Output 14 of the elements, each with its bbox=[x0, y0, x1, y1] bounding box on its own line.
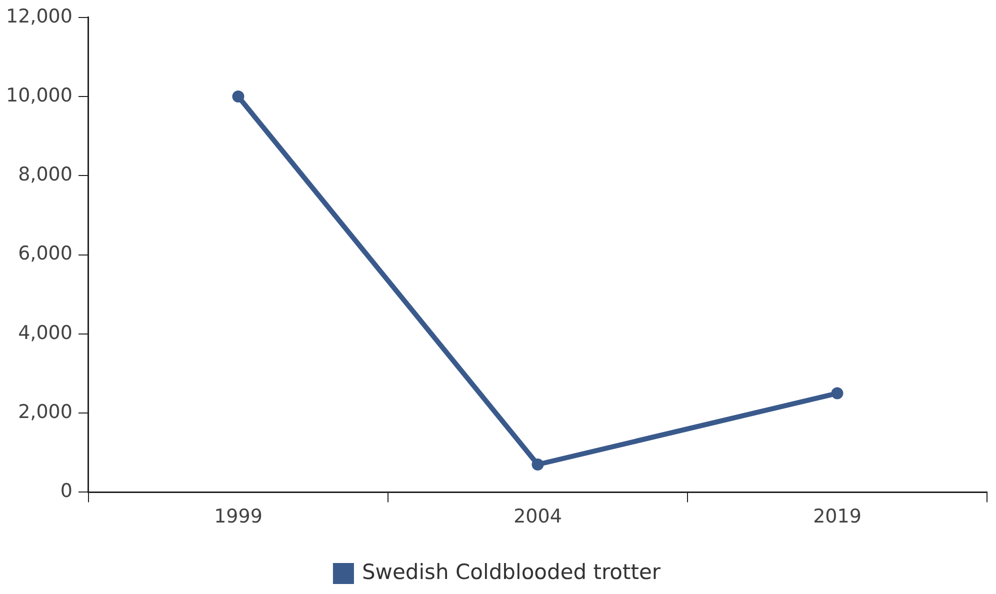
point bbox=[532, 458, 544, 471]
x-tick-label: 1999 bbox=[214, 506, 262, 528]
y-tick-label: 4,000 bbox=[18, 322, 72, 344]
y-tick-label: 6,000 bbox=[18, 242, 72, 265]
point bbox=[232, 90, 244, 103]
y-tick-label: 0 bbox=[60, 480, 72, 502]
y-tick-label: 8,000 bbox=[18, 164, 72, 186]
point bbox=[831, 387, 844, 400]
x-tick-label: 2019 bbox=[813, 506, 862, 528]
y-tick-label: 2,000 bbox=[18, 401, 72, 424]
y-tick-label: 12,000 bbox=[6, 5, 72, 28]
y-tick-label: 10,000 bbox=[6, 84, 72, 106]
legend-label: Swedish Coldblooded trotter bbox=[362, 560, 661, 584]
x-tick-label: 2004 bbox=[514, 506, 562, 528]
